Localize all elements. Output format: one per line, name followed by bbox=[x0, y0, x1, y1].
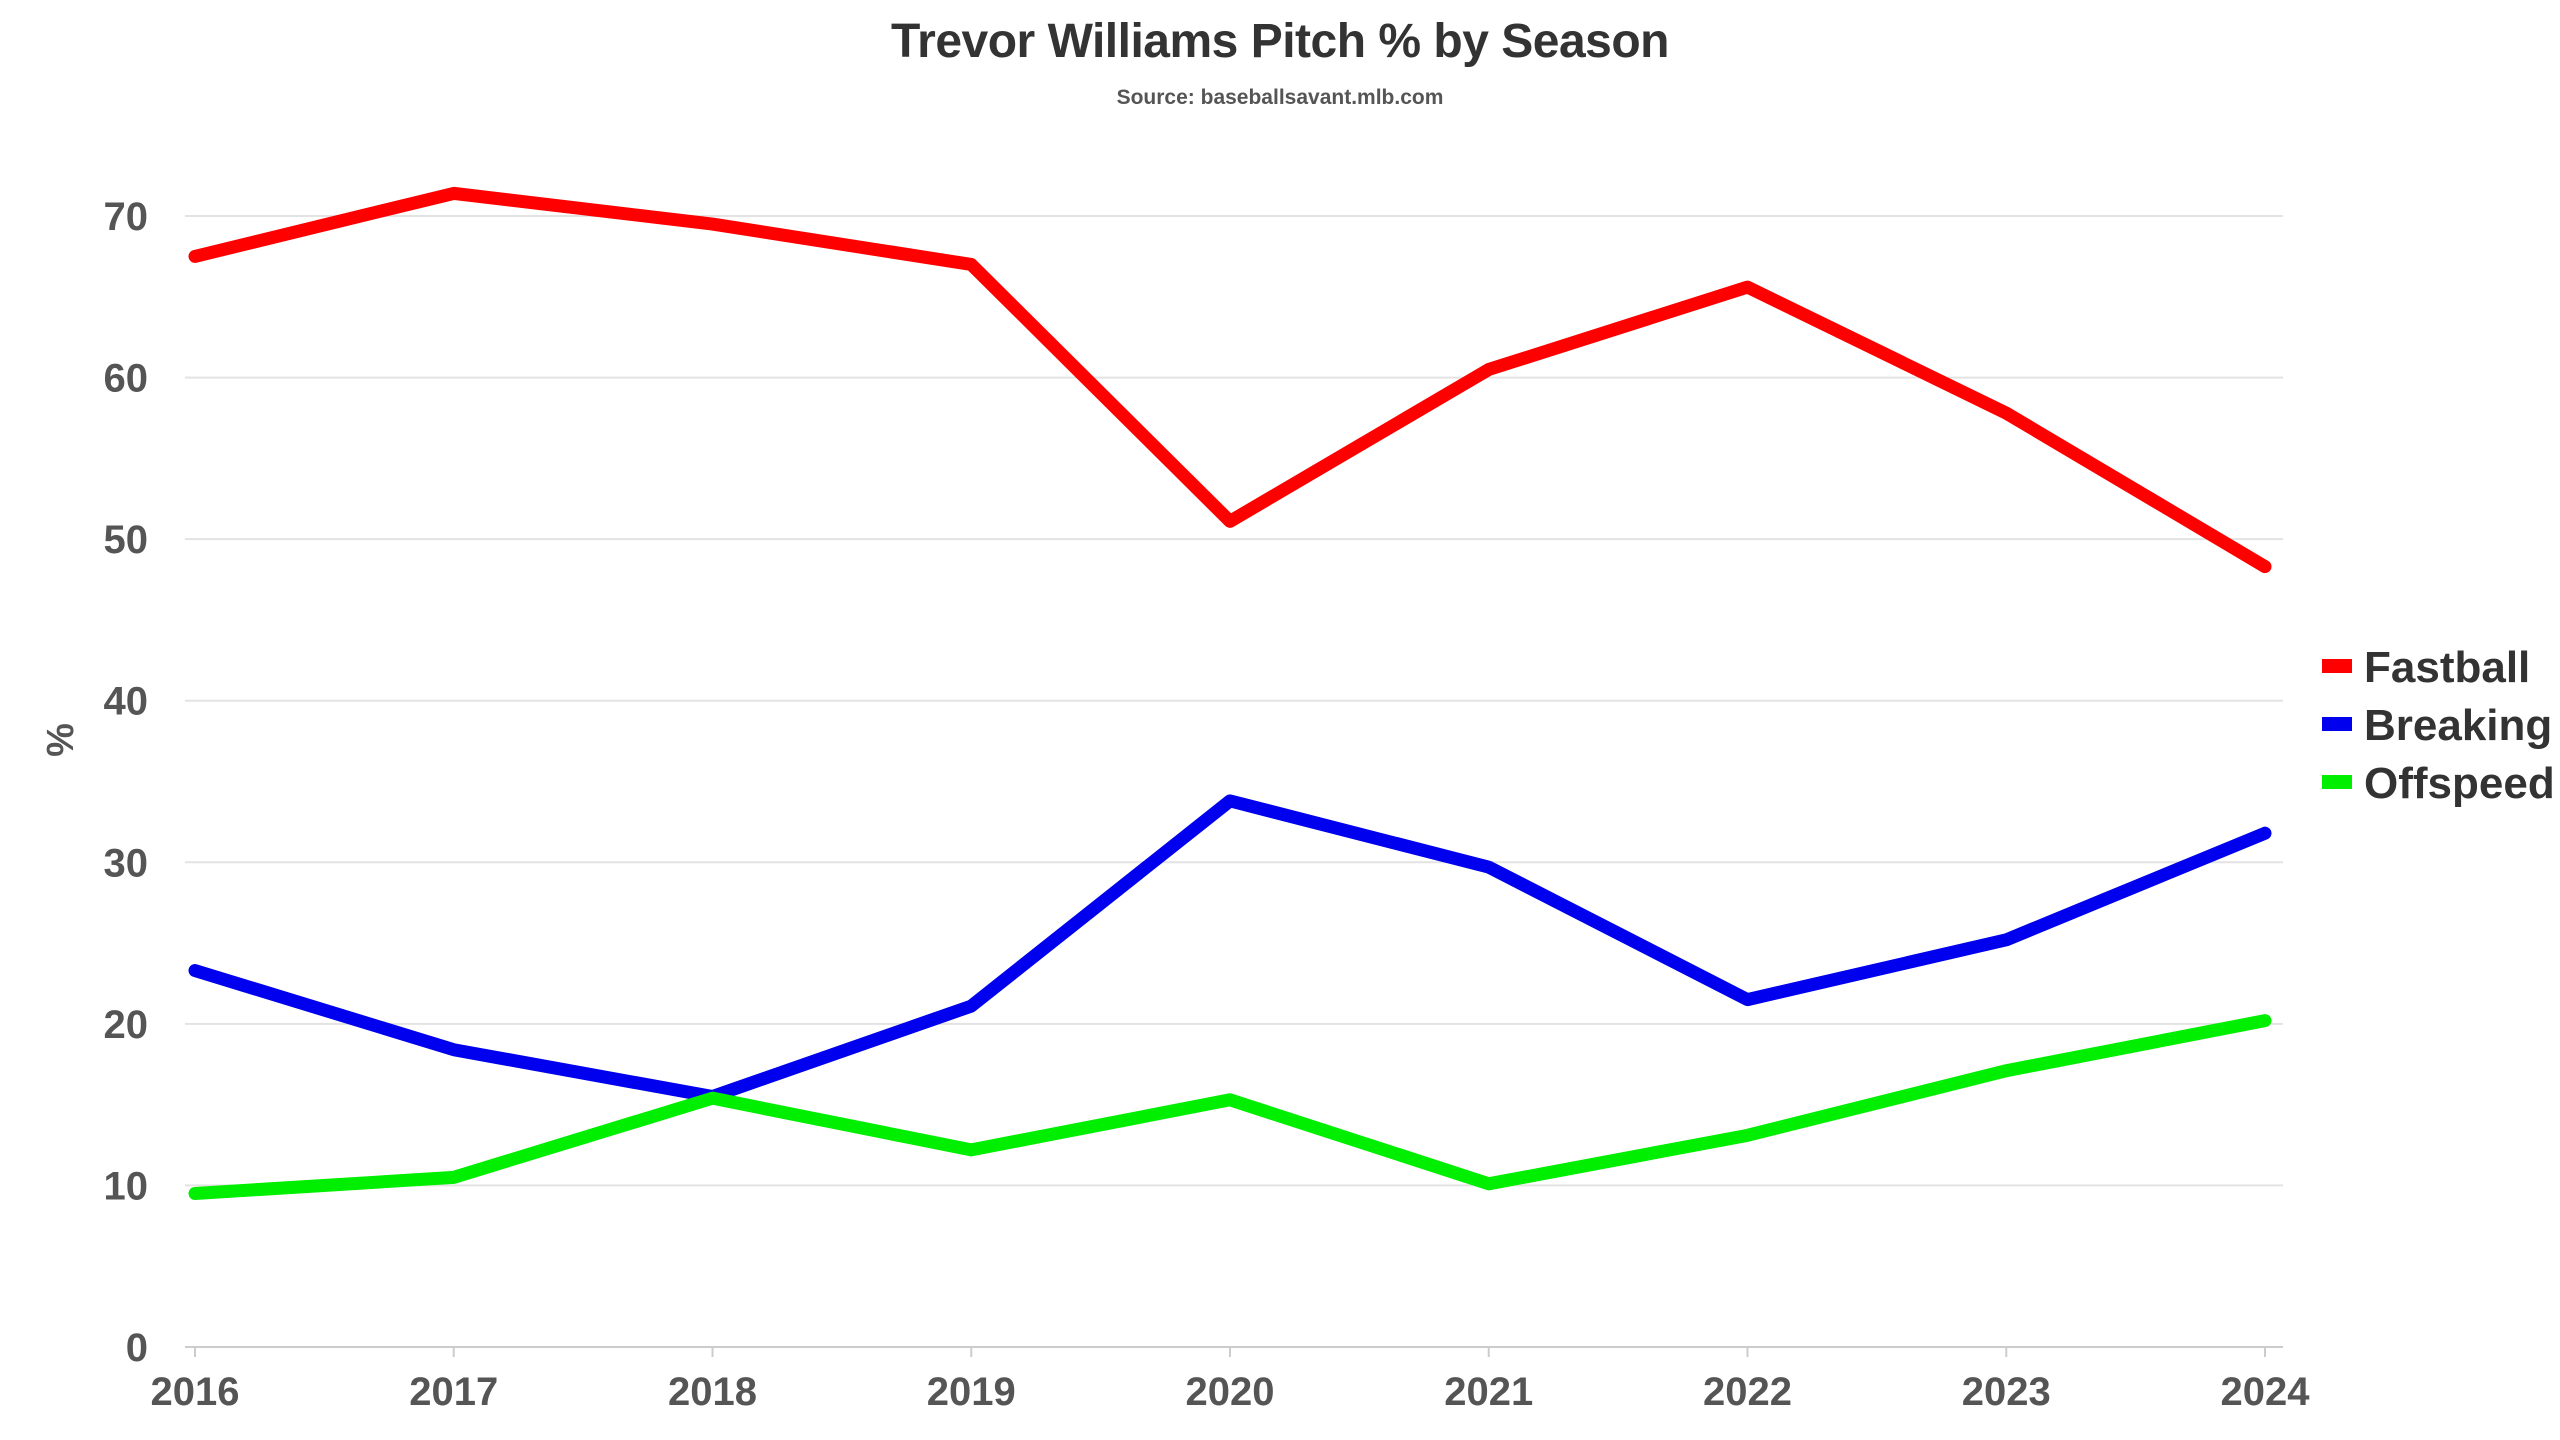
data-point-offspeed bbox=[2264, 1019, 2266, 1022]
data-point-fastball bbox=[970, 263, 973, 266]
x-tick-label: 2022 bbox=[1703, 1370, 1792, 1414]
y-tick-label: 60 bbox=[104, 357, 149, 401]
axes: 0 10 20 30 40 50 60 70 2016 2017 2018 2019 2020 2021 2… bbox=[40, 195, 2310, 1414]
data-point-offspeed bbox=[711, 1097, 714, 1100]
data-point-offspeed bbox=[1746, 1134, 1749, 1137]
legend: Fastball Breaking Offspeed bbox=[2322, 643, 2555, 808]
data-point-fastball bbox=[1229, 520, 1231, 523]
data-point-offspeed bbox=[970, 1148, 973, 1151]
data-point-fastball bbox=[194, 255, 196, 258]
data-point-breaking bbox=[1229, 799, 1231, 802]
data-point-breaking bbox=[2005, 938, 2008, 941]
data-point-fastball bbox=[711, 223, 714, 226]
data-point-breaking bbox=[194, 969, 196, 972]
data-point-fastball bbox=[2264, 565, 2266, 568]
data-point-offspeed bbox=[1487, 1182, 1490, 1185]
gridlines bbox=[185, 215, 2283, 1187]
series-line-breaking bbox=[188, 794, 2272, 1104]
data-point-breaking bbox=[1746, 998, 1749, 1001]
y-tick-label: 50 bbox=[104, 518, 149, 562]
x-tick-label: 2023 bbox=[1962, 1370, 2051, 1414]
data-point-breaking bbox=[970, 1005, 973, 1008]
y-tick-label: 20 bbox=[104, 1003, 149, 1047]
x-tick-label: 2017 bbox=[409, 1370, 498, 1414]
legend-label-breaking: Breaking bbox=[2364, 701, 2552, 750]
chart-subtitle: Source: baseballsavant.mlb.com bbox=[1116, 86, 1444, 109]
data-point-breaking bbox=[2264, 832, 2266, 835]
data-point-offspeed bbox=[452, 1176, 455, 1179]
y-tick-label: 70 bbox=[104, 195, 149, 239]
legend-label-offspeed: Offspeed bbox=[2364, 759, 2555, 808]
data-point-fastball bbox=[1487, 368, 1490, 371]
x-tick-label: 2024 bbox=[2221, 1370, 2311, 1414]
x-tick-label: 2020 bbox=[1186, 1370, 1275, 1414]
x-tick-label: 2021 bbox=[1444, 1370, 1533, 1414]
series-line-fastball bbox=[188, 186, 2272, 574]
y-tick-label: 10 bbox=[104, 1164, 149, 1208]
data-point-fastball bbox=[2005, 412, 2008, 415]
x-tick-label: 2016 bbox=[151, 1370, 240, 1414]
legend-label-fastball: Fastball bbox=[2364, 643, 2530, 692]
chart-title: Trevor Williams Pitch % by Season bbox=[890, 15, 1670, 68]
y-tick-label: 30 bbox=[104, 841, 149, 885]
series-line-offspeed bbox=[188, 1014, 2272, 1201]
data-point-offspeed bbox=[2005, 1069, 2008, 1072]
data-point-fastball bbox=[452, 192, 455, 195]
y-tick-label: 40 bbox=[104, 680, 149, 724]
series-lines bbox=[188, 186, 2272, 1201]
x-tick-label: 2018 bbox=[668, 1370, 757, 1414]
y-tick-label: 0 bbox=[126, 1326, 148, 1370]
y-axis-label: % bbox=[40, 723, 82, 757]
data-point-offspeed bbox=[1229, 1098, 1231, 1101]
data-point-fastball bbox=[1746, 286, 1749, 289]
data-point-breaking bbox=[1487, 866, 1490, 869]
data-point-breaking bbox=[452, 1048, 455, 1051]
data-point-offspeed bbox=[194, 1192, 196, 1195]
x-tick-label: 2019 bbox=[927, 1370, 1016, 1414]
